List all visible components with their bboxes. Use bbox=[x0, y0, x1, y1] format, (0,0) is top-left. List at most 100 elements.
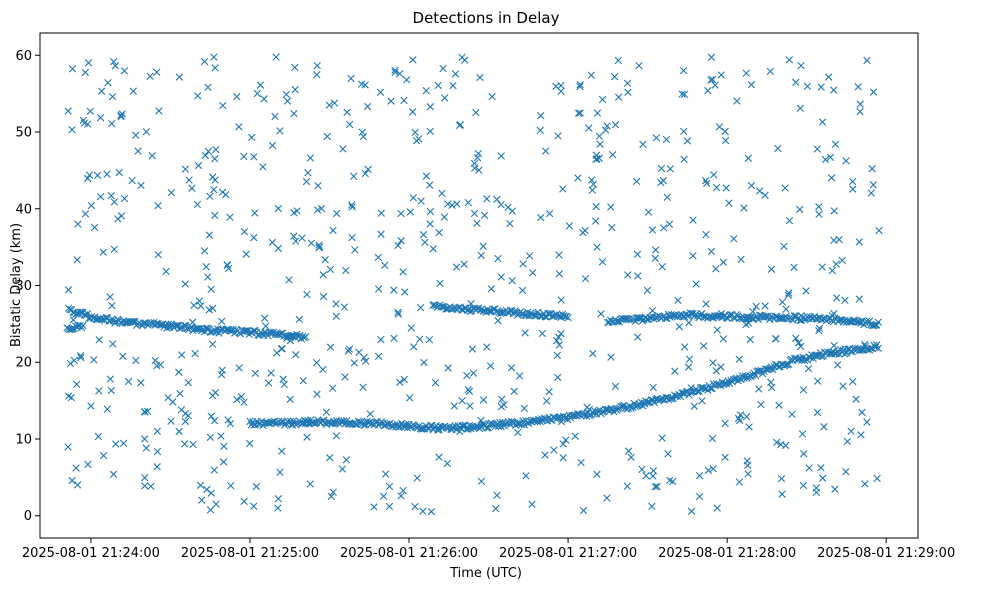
clutter-point bbox=[81, 210, 90, 218]
clutter-point bbox=[651, 246, 660, 254]
clutter-point bbox=[315, 241, 323, 249]
clutter-point bbox=[450, 402, 458, 410]
clutter-point bbox=[652, 134, 661, 142]
clutter-point bbox=[565, 222, 574, 230]
clutter-point bbox=[487, 285, 496, 293]
clutter-point bbox=[293, 207, 301, 215]
track-lower-point bbox=[754, 367, 763, 375]
clutter-point bbox=[438, 189, 446, 197]
clutter-point bbox=[574, 109, 583, 118]
clutter-point bbox=[106, 293, 114, 301]
clutter-point bbox=[772, 334, 780, 343]
clutter-point bbox=[542, 397, 551, 405]
clutter-point bbox=[483, 343, 491, 351]
clutter-point bbox=[201, 151, 210, 160]
clutter-point bbox=[72, 464, 80, 472]
clutter-point bbox=[733, 97, 741, 105]
clutter-point bbox=[774, 144, 782, 153]
clutter-point bbox=[821, 155, 830, 164]
clutter-point bbox=[397, 492, 405, 500]
clutter-point bbox=[141, 474, 149, 482]
clutter-point bbox=[217, 432, 225, 440]
clutter-point bbox=[815, 202, 823, 211]
clutter-point bbox=[709, 359, 717, 367]
clutter-point bbox=[109, 470, 118, 479]
clutter-point bbox=[117, 212, 126, 220]
clutter-point bbox=[785, 216, 794, 225]
clutter-point bbox=[709, 465, 717, 473]
clutter-point bbox=[756, 187, 764, 195]
clutter-point bbox=[713, 326, 721, 334]
clutter-point bbox=[832, 260, 840, 268]
clutter-point bbox=[449, 81, 457, 90]
clutter-point bbox=[651, 254, 659, 263]
clutter-point bbox=[409, 56, 417, 64]
clutter-point bbox=[460, 56, 469, 64]
clutter-point bbox=[327, 492, 335, 501]
track-lower-point bbox=[629, 403, 637, 411]
clutter-point bbox=[317, 204, 326, 213]
clutter-point bbox=[426, 103, 435, 111]
track-upper-mid-point bbox=[496, 309, 505, 318]
clutter-point bbox=[96, 193, 105, 201]
clutter-point bbox=[200, 247, 209, 255]
clutter-point bbox=[250, 153, 258, 161]
clutter-point bbox=[436, 279, 444, 288]
clutter-point bbox=[467, 300, 475, 308]
clutter-point bbox=[211, 211, 219, 220]
clutter-point bbox=[207, 489, 215, 497]
y-tick-label: 0 bbox=[24, 509, 32, 524]
clutter-point bbox=[246, 439, 254, 448]
track-lower-point bbox=[496, 418, 504, 427]
clutter-point bbox=[651, 483, 659, 491]
clutter-point bbox=[644, 208, 653, 216]
clutter-point bbox=[730, 235, 738, 243]
clutter-point bbox=[576, 82, 584, 91]
clutter-point bbox=[854, 83, 862, 91]
clutter-point bbox=[785, 289, 793, 297]
clutter-point bbox=[120, 67, 129, 75]
clutter-point bbox=[671, 367, 679, 375]
clutter-point bbox=[237, 392, 246, 401]
clutter-point bbox=[703, 179, 711, 187]
clutter-point bbox=[211, 64, 219, 72]
clutter-point bbox=[147, 482, 155, 490]
clutter-point bbox=[610, 72, 619, 81]
clutter-point bbox=[256, 81, 265, 89]
clutter-point bbox=[687, 507, 696, 515]
clutter-point bbox=[340, 303, 349, 311]
clutter-point bbox=[120, 194, 129, 203]
clutter-point bbox=[598, 95, 607, 104]
clutter-point bbox=[839, 382, 847, 390]
clutter-point bbox=[744, 461, 752, 470]
clutter-point bbox=[390, 334, 398, 342]
clutter-point bbox=[355, 348, 363, 356]
clutter-point bbox=[476, 73, 484, 82]
clutter-point bbox=[464, 198, 472, 207]
clutter-point bbox=[348, 233, 356, 242]
clutter-point bbox=[148, 152, 156, 160]
clutter-point bbox=[307, 239, 316, 247]
track-lower-point bbox=[529, 416, 537, 425]
clutter-point bbox=[494, 254, 502, 263]
clutter-point bbox=[242, 250, 250, 258]
track-upper-mid-point bbox=[544, 310, 552, 318]
clutter-point bbox=[326, 265, 335, 274]
clutter-point bbox=[64, 107, 72, 115]
clutter-point bbox=[479, 396, 488, 404]
clutter-point bbox=[274, 204, 283, 213]
clutter-point bbox=[219, 458, 228, 466]
clutter-point bbox=[842, 467, 850, 476]
clutter-point bbox=[412, 136, 421, 145]
clutter-point bbox=[611, 121, 620, 129]
clutter-point bbox=[585, 124, 593, 132]
clutter-point bbox=[790, 263, 798, 272]
clutter-point bbox=[498, 395, 506, 403]
clutter-point bbox=[725, 199, 733, 207]
clutter-point bbox=[554, 333, 563, 341]
track-lower-point bbox=[825, 350, 833, 358]
clutter-point bbox=[329, 226, 337, 235]
clutter-point bbox=[206, 506, 215, 514]
y-axis-label: Bistatic Delay (km) bbox=[9, 223, 24, 347]
